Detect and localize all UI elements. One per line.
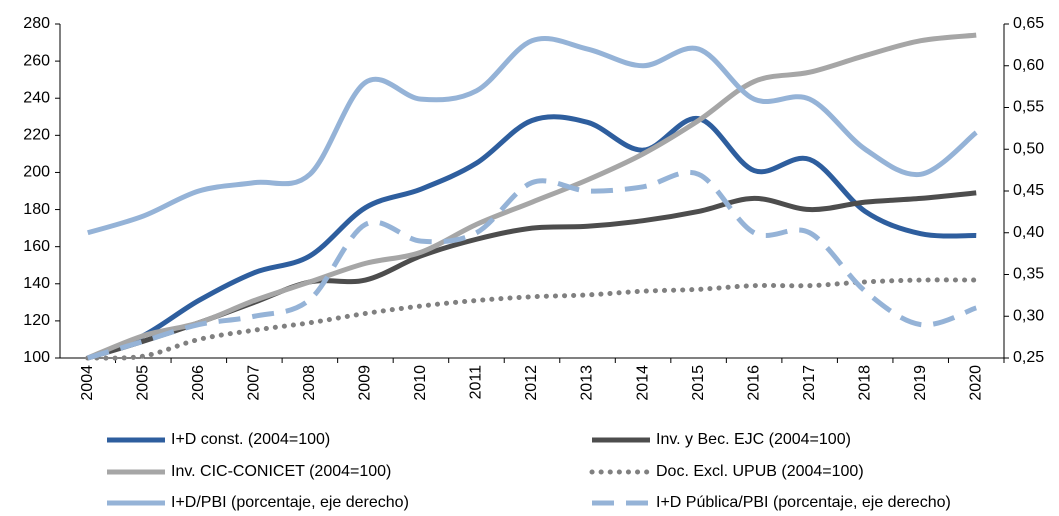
legend-label: I+D const. (2004=100): [171, 431, 330, 448]
series-line: [86, 114, 977, 361]
x-tick-label: 2010: [412, 365, 429, 401]
x-tick-label: 2007: [246, 365, 263, 401]
legend-label: I+D/PBI (porcentaje, eje derecho): [171, 494, 409, 511]
series-line: [87, 169, 978, 361]
y-tick-label: 180: [23, 201, 50, 218]
y-tick-label: 260: [23, 52, 50, 69]
y-tick-label: 160: [23, 238, 50, 255]
series-line: [86, 32, 977, 361]
legend-label: Inv. y Bec. EJC (2004=100): [656, 431, 851, 448]
y-tick-label: 240: [23, 89, 50, 106]
x-tick-label: 2005: [135, 365, 152, 401]
y2-tick-label: 0,35: [1013, 266, 1044, 283]
x-tick-label: 2013: [579, 365, 596, 401]
y2-tick-label: 0,45: [1013, 182, 1044, 199]
y2-tick-label: 0,40: [1013, 224, 1044, 241]
series-line: [85, 277, 979, 361]
x-tick-label: 2017: [801, 365, 818, 401]
legend-label: Doc. Excl. UPUB (2004=100): [656, 463, 864, 480]
y2-tick-label: 0,55: [1013, 99, 1044, 116]
x-tick-label: 2012: [523, 365, 540, 401]
y-tick-label: 280: [23, 15, 50, 32]
legend-label: I+D Pública/PBI (porcentaje, eje derecho…: [656, 494, 951, 511]
x-tick-label: 2004: [79, 365, 96, 401]
series-line: [87, 35, 978, 236]
y-tick-label: 140: [23, 275, 50, 292]
y2-tick-label: 0,25: [1013, 349, 1044, 366]
y2-tick-label: 0,65: [1013, 15, 1044, 32]
y-tick-label: 120: [23, 312, 50, 329]
x-tick-label: 2015: [690, 365, 707, 401]
x-tick-label: 2008: [301, 365, 318, 401]
x-tick-label: 2020: [967, 365, 984, 401]
y-tick-label: 220: [23, 127, 50, 144]
x-tick-label: 2019: [912, 365, 929, 401]
y-tick-label: 100: [23, 349, 50, 366]
x-tick-label: 2009: [357, 365, 374, 401]
x-tick-label: 2018: [856, 365, 873, 401]
x-tick-label: 2006: [190, 365, 207, 401]
y-tick-label: 200: [23, 164, 50, 181]
y2-tick-label: 0,50: [1013, 140, 1044, 157]
x-tick-label: 2016: [745, 365, 762, 401]
legend-label: Inv. CIC-CONICET (2004=100): [171, 463, 391, 480]
y2-tick-label: 0,30: [1013, 307, 1044, 324]
y2-tick-label: 0,60: [1013, 57, 1044, 74]
x-tick-label: 2011: [468, 365, 485, 400]
x-tick-label: 2014: [634, 365, 651, 401]
